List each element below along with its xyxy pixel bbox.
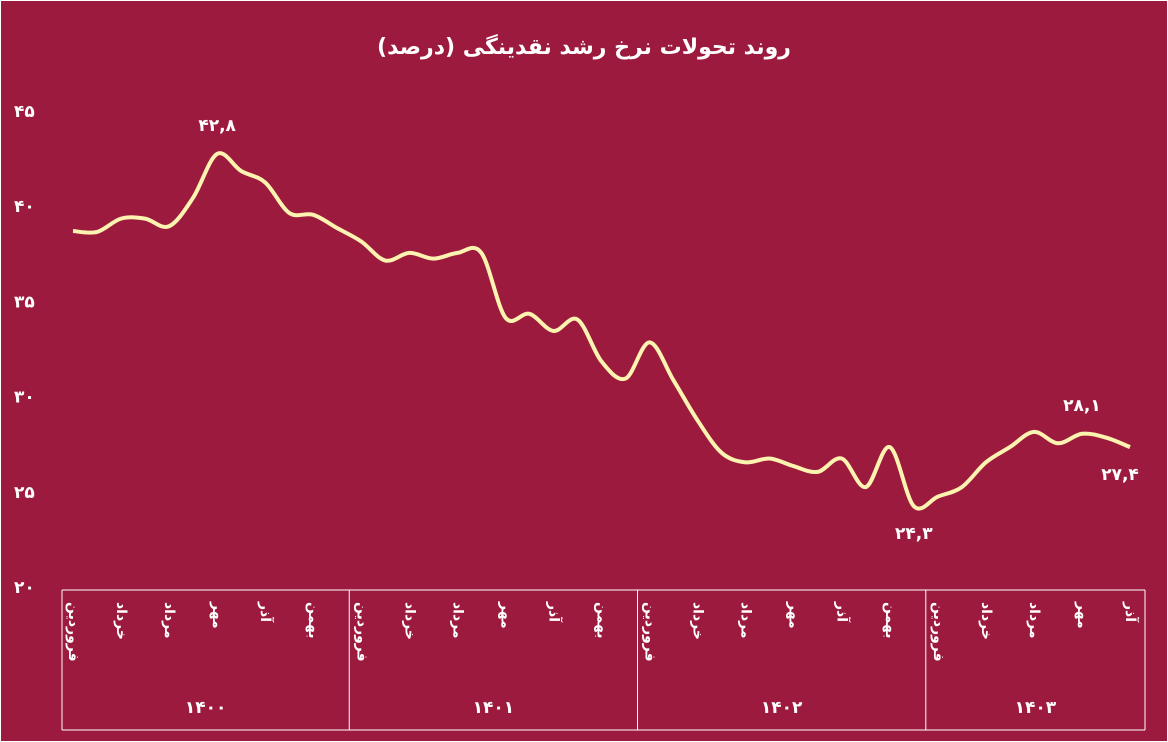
x-tick-label: آذر: [257, 601, 275, 623]
x-tick-label: مرداد: [449, 602, 465, 639]
y-tick-label: ۲۵: [14, 483, 35, 503]
chart-title: روند تحولات نرخ رشد نقدینگی (درصد): [377, 33, 791, 60]
x-tick-label: فروردین: [930, 602, 946, 662]
x-group-label: ۱۴۰۱: [473, 698, 515, 718]
x-tick-label: مرداد: [738, 602, 754, 639]
x-tick-label: مهر: [497, 601, 513, 629]
x-tick-label: مهر: [209, 601, 225, 629]
x-tick-label: فروردین: [353, 602, 369, 662]
x-tick-label: آذر: [545, 601, 563, 623]
data-label: ۲۷,۴: [1101, 465, 1139, 485]
x-tick-label: آذر: [1122, 601, 1140, 623]
x-group-label: ۱۴۰۰: [185, 698, 227, 718]
x-tick-label: بهمن: [882, 602, 898, 638]
x-tick-label: خرداد: [690, 602, 706, 640]
x-tick-label: خرداد: [113, 602, 129, 640]
y-tick-label: ۳۵: [14, 292, 35, 312]
x-tick-label: فروردین: [65, 602, 81, 662]
x-tick-label: مرداد: [161, 602, 177, 639]
y-tick-label: ۴۵: [14, 102, 35, 122]
y-tick-label: ۴۰: [14, 197, 35, 217]
data-label: ۴۲,۸: [198, 116, 236, 136]
x-tick-label: خرداد: [401, 602, 417, 640]
y-tick-label: ۲۰: [14, 578, 35, 598]
x-tick-label: مهر: [1074, 601, 1090, 629]
x-tick-label: خرداد: [978, 602, 994, 640]
x-tick-label: بهمن: [594, 602, 610, 638]
y-tick-label: ۳۰: [14, 388, 35, 408]
x-group-label: ۱۴۰۲: [761, 698, 803, 718]
x-group-label: ۱۴۰۳: [1015, 698, 1057, 718]
x-tick-label: مرداد: [1026, 602, 1042, 639]
x-tick-label: فروردین: [642, 602, 658, 662]
x-tick-label: مهر: [786, 601, 802, 629]
x-tick-label: آذر: [834, 601, 852, 623]
x-tick-label: بهمن: [305, 602, 321, 638]
data-label: ۲۴,۳: [895, 524, 933, 544]
line: [72, 151, 1131, 511]
data-label: ۲۸,۱: [1063, 396, 1101, 416]
